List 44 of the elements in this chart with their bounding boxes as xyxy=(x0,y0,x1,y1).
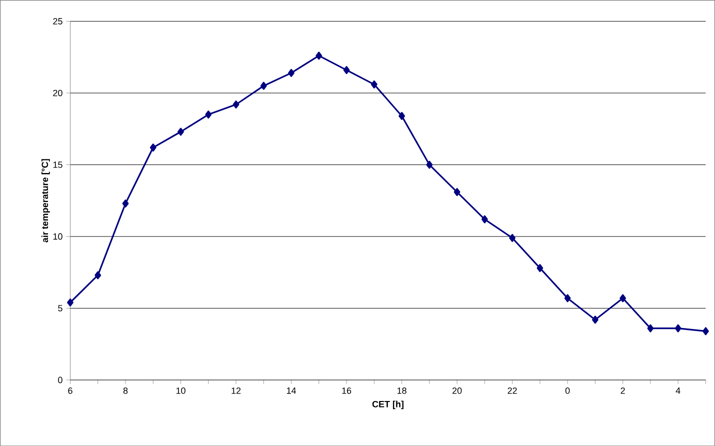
point xyxy=(509,234,516,242)
point xyxy=(454,188,460,196)
point xyxy=(205,110,212,118)
point xyxy=(67,298,74,306)
x-tick-label: 8 xyxy=(123,387,128,394)
point xyxy=(647,324,654,332)
point xyxy=(536,264,544,272)
point xyxy=(343,66,350,74)
point xyxy=(316,52,322,60)
x-tick-label: 4 xyxy=(676,387,680,394)
point xyxy=(398,112,405,120)
point xyxy=(94,271,102,280)
x-tick-label: 14 xyxy=(286,387,296,394)
point xyxy=(260,82,267,90)
point xyxy=(620,294,626,302)
x-tick-label: 22 xyxy=(508,387,517,394)
x-tick-label: 20 xyxy=(452,387,462,394)
x-tick-label: 18 xyxy=(397,387,406,394)
point xyxy=(370,80,378,88)
y-tick-label: 0 xyxy=(58,376,62,384)
x-tick-label: 2 xyxy=(620,387,625,394)
point xyxy=(592,316,598,324)
y-tick-label: 20 xyxy=(53,90,62,96)
point xyxy=(288,68,294,77)
y-axis-title: air temperature [°C] xyxy=(41,159,50,242)
point xyxy=(481,215,488,224)
x-tick-label: 12 xyxy=(232,387,241,394)
x-tick-label: 0 xyxy=(565,387,570,394)
y-tick-label: 10 xyxy=(53,233,62,240)
point xyxy=(232,100,240,108)
x-tick-label: 10 xyxy=(176,387,186,394)
y-tick-label: 25 xyxy=(53,18,62,24)
point xyxy=(564,294,571,302)
point xyxy=(150,143,156,152)
x-tick-label: 16 xyxy=(342,387,352,394)
y-tick-label: 5 xyxy=(58,304,62,312)
point xyxy=(426,160,433,169)
point xyxy=(674,324,682,332)
y-tick-label: 15 xyxy=(53,162,62,168)
x-axis-title: CET [h] xyxy=(372,400,404,409)
x-tick-label: 6 xyxy=(68,387,72,394)
point xyxy=(122,199,129,208)
point xyxy=(702,327,709,336)
point xyxy=(178,128,184,136)
